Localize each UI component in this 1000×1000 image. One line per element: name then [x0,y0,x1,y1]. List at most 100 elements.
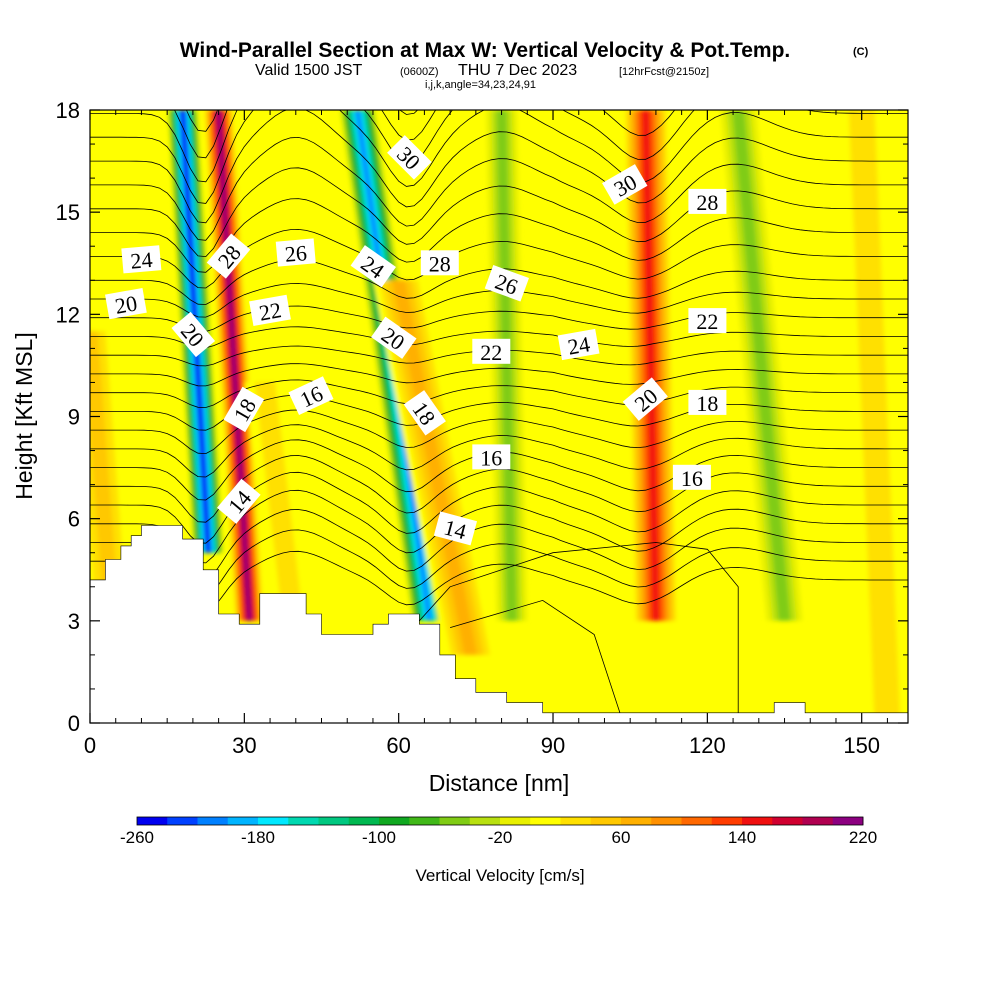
contour-label-text: 16 [681,466,703,491]
colorbar-swatch [742,817,773,825]
x-tick-label: 60 [386,733,410,758]
colorbar-swatch [439,817,471,825]
contour-label-text: 26 [284,240,308,267]
contour-label-box [206,233,251,279]
contour-label-box [622,377,668,421]
contour-label-box [121,245,162,274]
contour-label: 16 [472,444,511,470]
contour-label: 28 [688,188,727,215]
colorbar-swatch [409,817,440,825]
w-band [642,110,659,621]
subtitle-date: THU 7 Dec 2023 [458,62,577,79]
theta-contour [90,167,908,258]
w-feature-6 [373,280,497,655]
colorbar-swatch [137,817,168,825]
terrain [90,525,908,723]
w-band [254,382,301,601]
theta-contour [90,363,908,387]
contour-label: 22 [249,294,291,327]
theta-contour [90,550,908,614]
subtitle-indices: i,j,k,angle=34,23,24,91 [425,79,536,91]
contour-label-box [275,238,316,267]
theta-contour [450,599,621,713]
contour-label-box [688,308,727,334]
y-tick-label: 9 [68,405,80,430]
contour-label: 24 [557,328,600,361]
colorbar-swatch [258,817,289,825]
x-tick-label: 120 [689,733,726,758]
x-tick-label: 30 [232,733,256,758]
colorbar-tick-label: -180 [241,828,275,847]
w-band [496,110,517,621]
colorbar-swatch [227,817,259,825]
colorbar-swatch [500,817,531,825]
contour-label-text: 22 [696,309,718,334]
colorbar-swatch [711,817,743,825]
contour-label-box [371,316,417,359]
contour-label: 24 [350,245,397,288]
contour-label: 16 [672,464,711,491]
theta-contour [90,326,908,349]
contour-label-text: 24 [566,331,592,359]
x-axis-label: Distance [nm] [429,770,570,796]
colorbar-frame [136,816,864,826]
contour-label-text: 22 [480,340,502,365]
colorbar-swatch [469,817,501,825]
contour-label-box [672,464,711,490]
w-feature-4 [244,382,312,601]
colorbar-swatch [621,817,652,825]
contour-label-box [557,328,600,361]
theta-contour [90,424,908,478]
contour-label-text: 28 [429,251,451,276]
contour-label-text: 20 [113,290,139,318]
subtitle-forecast: [12hrFcst@2150z] [619,66,709,78]
contour-label: 28 [420,250,459,276]
y-tick-label: 18 [56,98,80,123]
potential-temperature-contours [90,110,908,713]
subtitle: Valid 1500 JST (0600Z) THU 7 Dec 2023 [1… [255,62,709,79]
w-feature-8 [622,110,680,621]
contour-label-box [223,386,265,433]
w-feature-1 [90,331,134,601]
colorbar-swatch [379,817,410,825]
y-tick-label: 12 [56,302,80,327]
w-feature-9 [720,110,803,621]
contour-label-box [688,389,727,415]
contour-label: 24 [121,245,162,274]
chart-title: Wind-Parallel Section at Max W: Vertical… [180,39,791,62]
contour-label-box [403,390,446,436]
contour-label: 22 [688,308,727,334]
contour-label-box [217,478,261,524]
contour-label: 14 [433,511,478,546]
theta-contour [90,110,908,183]
contour-label-box [105,287,147,320]
contour-label: 20 [371,316,417,359]
theta-contour [90,136,908,241]
colorbar-swatch [288,817,319,825]
subtitle-utc: (0600Z) [400,66,439,78]
colorbar-swatch [318,817,350,825]
w-band [848,110,901,723]
contour-label-text: 28 [696,190,718,215]
contour-label-box [387,135,432,180]
contour-label-box [249,294,291,327]
theta-contour [90,110,908,224]
colorbar-swatch [681,817,713,825]
contour-label: 18 [688,389,727,416]
colorbar-swatch [832,817,864,825]
colorbar-swatch [530,817,561,825]
contour-label-box [433,511,478,546]
colorbar: -260 -180 -100 -20 60 140 220 [120,816,877,847]
x-tick-label: 0 [84,733,96,758]
subtitle-valid: Valid 1500 JST [255,62,363,79]
contour-label-box [472,338,511,364]
theta-contour [90,305,908,332]
w-band [392,280,478,655]
y-axis-label: Height [Kft MSL] [11,332,37,499]
contour-label-box [688,188,727,214]
colorbar-swatch [772,817,803,825]
w-feature-7 [486,110,528,621]
contour-label-text: 16 [480,445,502,470]
